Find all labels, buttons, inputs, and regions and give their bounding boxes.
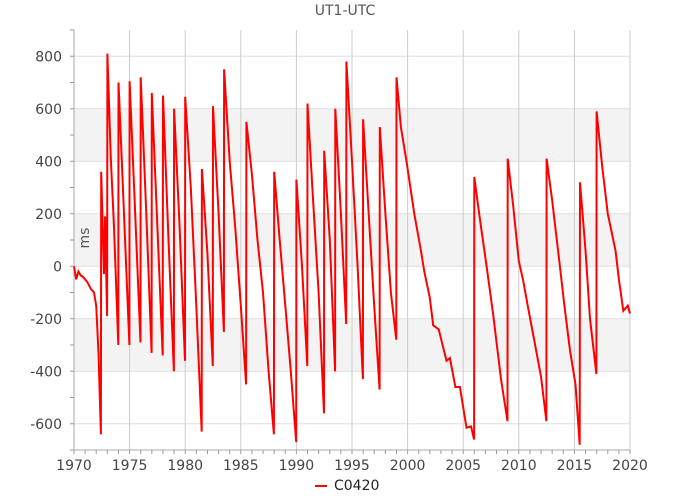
x-tick-label: 1985: [223, 458, 259, 474]
x-tick-label: 1975: [112, 458, 148, 474]
x-tick-label: 1970: [56, 458, 92, 474]
chart-title: UT1-UTC: [315, 3, 376, 19]
x-tick-label: 2005: [445, 458, 481, 474]
axes: -600 -400 -200 0 200 400 600 800 1970 1975 1980 198…: [30, 29, 648, 474]
x-tick-label: 2010: [501, 458, 537, 474]
x-tick-label: 1980: [167, 458, 203, 474]
series-layer: [73, 53, 631, 445]
legend-label: C0420: [334, 478, 379, 494]
series-line-c0420: [73, 53, 631, 445]
x-tick-label: 2020: [612, 458, 648, 474]
y-tick-label: 800: [35, 49, 62, 65]
y-tick-label: 0: [53, 259, 62, 275]
y-axis-label: ms: [77, 228, 93, 249]
y-tick-label: -600: [30, 417, 62, 433]
x-tick-label: 2015: [557, 458, 593, 474]
y-tick-label: 600: [35, 102, 62, 118]
x-tick-label: 1995: [334, 458, 370, 474]
y-tick-label: 200: [35, 207, 62, 223]
legend[interactable]: C0420: [315, 478, 379, 494]
y-tick-label: 400: [35, 154, 62, 170]
y-tick-label: -200: [30, 312, 62, 328]
y-tick-label: -400: [30, 364, 62, 380]
x-tick-label: 2000: [390, 458, 426, 474]
x-tick-label: 1990: [279, 458, 315, 474]
